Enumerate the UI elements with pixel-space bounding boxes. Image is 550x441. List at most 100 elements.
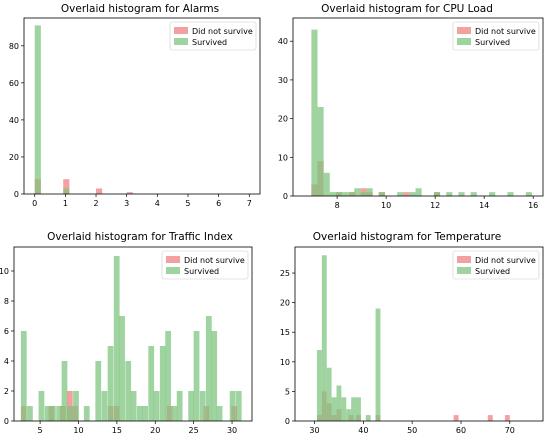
histogram-bar [375, 308, 381, 421]
y-tick-label: 40 [9, 116, 19, 125]
histogram-bar [63, 179, 70, 194]
legend-swatch [174, 38, 188, 45]
histogram-bar [34, 25, 41, 194]
histogram-bar [171, 406, 178, 421]
histogram-bar [378, 192, 385, 196]
y-tick-label: 10 [278, 153, 288, 162]
histogram-bar [366, 188, 373, 196]
histogram-bar [205, 316, 212, 421]
y-tick-label: 2 [4, 387, 9, 396]
histogram-bar [95, 361, 102, 421]
legend-swatch [457, 27, 471, 34]
y-tick-label: 60 [9, 79, 19, 88]
plot-frame [292, 17, 544, 197]
legend-label: Did not survive [184, 256, 245, 265]
legend-label: Survived [475, 267, 510, 276]
x-tick-label: 15 [112, 426, 122, 435]
legend-swatch [457, 267, 471, 274]
histogram-bar [470, 192, 477, 196]
histogram-bar [348, 192, 355, 196]
histogram-bar [148, 346, 155, 421]
x-tick-label: 7 [247, 199, 252, 208]
histogram-bar [356, 397, 361, 421]
histogram-bar [409, 192, 416, 196]
histogram-bar [329, 192, 336, 196]
y-tick-label: 0 [4, 417, 9, 426]
x-tick-label: 8 [335, 201, 340, 210]
histogram-bar [354, 188, 361, 196]
y-tick-label: 30 [278, 76, 288, 85]
histogram-bar [193, 331, 200, 421]
histogram-bar [323, 172, 330, 196]
histogram-bar [199, 391, 206, 421]
histogram-bar [211, 331, 218, 421]
x-tick-label: 20 [150, 426, 160, 435]
panel-title: Overlaid histogram for Traffic Index [47, 231, 233, 243]
histogram-bar [335, 192, 343, 196]
legend-label: Did not survive [192, 27, 253, 36]
histogram-bar [176, 391, 183, 421]
y-tick-label: 8 [4, 297, 9, 306]
plot-frame [13, 246, 253, 422]
y-tick-label: 40 [278, 37, 288, 46]
histogram-bar [216, 406, 223, 421]
legend-frame [161, 250, 249, 280]
panel-title: Overlaid histogram for CPU Load [321, 3, 493, 15]
histogram-bar [446, 192, 453, 196]
axes-layer: 8 10 12 14 16 0 10 20 30 40 [278, 17, 544, 210]
histogram-bar [507, 192, 514, 196]
legend-label: Survived [184, 267, 219, 276]
histogram-bar [351, 397, 357, 421]
y-tick-label: 20 [278, 115, 288, 124]
legend-label: Survived [475, 38, 510, 47]
panel-temperature: Overlaid histogram for Temperature 30 40 5… [280, 231, 544, 435]
legend-swatch [174, 27, 188, 34]
histogram-bar [311, 29, 318, 196]
histogram-bar [188, 391, 195, 421]
y-tick-label: 80 [9, 42, 19, 51]
histogram-bar [235, 391, 242, 421]
histogram-bar [489, 192, 496, 196]
legend: Did not survive Survived [452, 250, 540, 280]
histogram-bar [317, 107, 324, 196]
histogram-bar [126, 192, 133, 194]
histogram-bar [96, 188, 103, 194]
legend-frame [452, 250, 540, 280]
histogram-bar [56, 406, 62, 421]
histogram-bar [321, 255, 327, 421]
axes-layer: 0 1 2 3 4 5 6 7 0 20 40 60 80 [9, 17, 261, 208]
histogram-bar [101, 391, 108, 421]
axes-layer: 30 40 50 60 70 0 5 10 15 20 25 [280, 246, 544, 435]
x-tick-label: 0 [32, 199, 37, 208]
y-tick-label: 0 [285, 417, 290, 426]
x-tick-label: 10 [73, 426, 83, 435]
plot-frame [23, 17, 261, 195]
y-tick-label: 10 [280, 358, 290, 367]
bars-layer [20, 256, 242, 421]
bars-layer [316, 255, 510, 421]
histogram-bar [20, 331, 27, 421]
histogram-bar [415, 188, 422, 196]
legend-frame [452, 21, 540, 51]
y-tick-label: 20 [9, 153, 19, 162]
histogram-bar [342, 192, 349, 196]
histogram-bar [153, 391, 160, 421]
histogram-bar [50, 406, 56, 421]
x-tick-label: 6 [216, 199, 221, 208]
x-tick-label: 25 [189, 426, 199, 435]
y-tick-label: 5 [285, 387, 290, 396]
histogram-bar [487, 415, 493, 421]
panel-traffic-index: Overlaid histogram for Traffic Index 5 10… [0, 231, 253, 435]
histogram-bar [346, 409, 352, 421]
histogram-bar [397, 192, 404, 196]
x-tick-label: 16 [528, 201, 538, 210]
histogram-bar [113, 256, 120, 421]
x-tick-label: 14 [479, 201, 489, 210]
x-tick-label: 5 [38, 426, 43, 435]
histogram-bar [326, 367, 332, 421]
histogram-bar [336, 385, 342, 421]
histogram-bar [525, 192, 532, 196]
histogram-bar [504, 415, 510, 421]
legend: Did not survive Survived [169, 21, 257, 51]
